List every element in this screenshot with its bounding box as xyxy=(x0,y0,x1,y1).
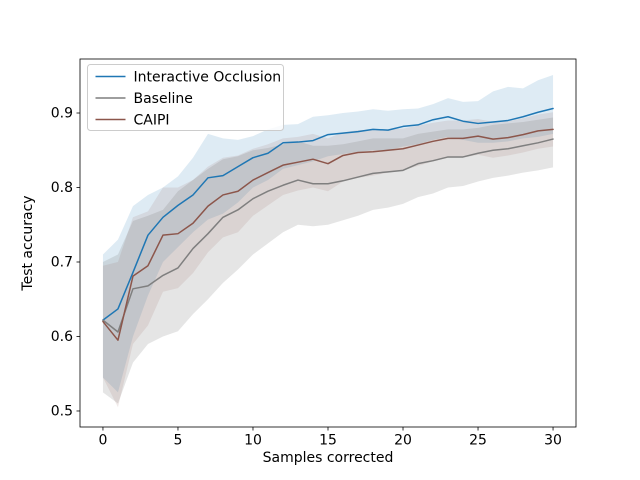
confidence-band-1 xyxy=(102,117,554,404)
confidence-band-2 xyxy=(102,112,554,408)
series-line-2 xyxy=(102,128,554,341)
x-axis-label: Samples corrected xyxy=(263,450,394,466)
legend-label-0: Interactive Occlusion xyxy=(134,70,282,86)
y-tick-label: 0.5 xyxy=(51,403,73,419)
confidence-band-0 xyxy=(102,75,554,393)
x-tick-label: 5 xyxy=(174,433,183,449)
x-tick-label: 20 xyxy=(394,433,412,449)
legend-label-2: CAIPI xyxy=(134,113,170,129)
y-axis-label: Test accuracy xyxy=(20,195,36,291)
x-tick-label: 10 xyxy=(244,433,262,449)
y-tick-label: 0.9 xyxy=(51,106,73,122)
series-line-1 xyxy=(102,138,554,333)
y-tick-label: 0.8 xyxy=(51,180,73,196)
y-tick-label: 0.6 xyxy=(51,329,73,345)
x-tick-label: 0 xyxy=(98,433,107,449)
legend-box xyxy=(87,64,284,131)
y-tick-label: 0.7 xyxy=(51,254,73,270)
series-line-0 xyxy=(102,107,554,321)
x-tick-label: 15 xyxy=(319,433,337,449)
legend-label-1: Baseline xyxy=(134,91,193,107)
x-tick-label: 25 xyxy=(469,433,487,449)
x-tick-label: 30 xyxy=(544,433,562,449)
